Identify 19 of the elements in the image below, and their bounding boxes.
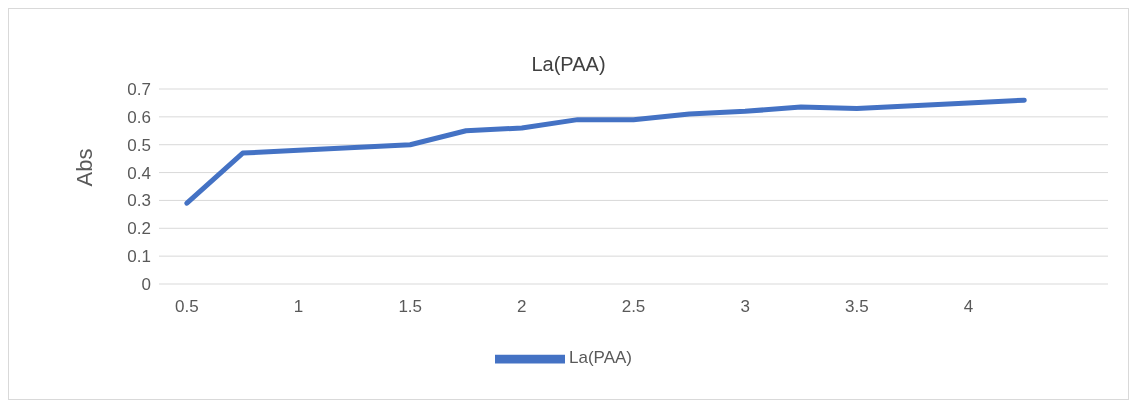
y-tick-label: 0.3 [127, 191, 151, 211]
y-tick-label: 0.1 [127, 247, 151, 267]
x-tick-label: 2.5 [621, 297, 646, 317]
y-tick-label: 0.7 [127, 80, 151, 100]
y-axis-title: Abs [71, 148, 97, 187]
y-tick-label: 0.6 [127, 107, 151, 127]
y-tick-label: 0.4 [127, 163, 151, 183]
x-tick-label: 1 [293, 297, 304, 317]
y-tick-label: 0.2 [127, 219, 151, 239]
y-tick-label: 0.5 [127, 135, 151, 155]
x-tick-label: 1.5 [398, 297, 423, 317]
x-tick-label: 3.5 [844, 297, 869, 317]
y-tick-label: 0 [141, 275, 151, 295]
chart-title: La(PAA) [530, 53, 607, 76]
legend-label: La(PAA) [569, 348, 632, 368]
x-tick-label: 2 [517, 297, 527, 317]
x-tick-label: 4 [963, 297, 974, 317]
x-tick-label: 3 [740, 297, 750, 317]
x-tick-label: 0.5 [175, 297, 199, 317]
